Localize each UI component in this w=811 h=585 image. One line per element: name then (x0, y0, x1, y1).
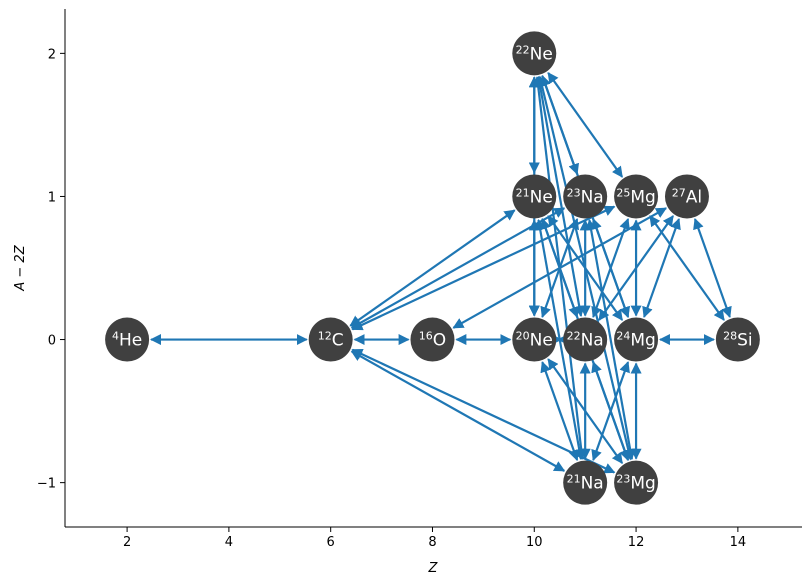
y-tick-label: 2 (48, 47, 56, 62)
node (664, 174, 709, 219)
x-axis-label: Z (428, 561, 439, 576)
node-element: C (332, 331, 344, 351)
node (614, 317, 659, 362)
node-mass: 12 (318, 330, 332, 343)
node-element: Ne (530, 187, 553, 207)
y-axis-label: A − 2Z (13, 244, 28, 291)
node-label: 12C (318, 330, 344, 351)
node (410, 317, 455, 362)
node (563, 460, 608, 505)
node-label: 24Mg (616, 330, 655, 351)
node-element: Mg (630, 187, 655, 207)
node-label: 23Mg (616, 473, 655, 494)
edges (149, 72, 732, 474)
node-element: Na (581, 187, 604, 207)
node-mass: 20 (516, 330, 530, 343)
node-label: 28Si (723, 330, 753, 351)
node-label: 21Ne (516, 186, 553, 207)
x-tick-label: 8 (428, 535, 436, 550)
node-mass: 28 (723, 330, 737, 343)
node (512, 317, 557, 362)
node-label: 22Na (567, 330, 604, 351)
node-mass: 16 (419, 330, 433, 343)
node-mass: 25 (616, 186, 630, 199)
node-mass: 21 (567, 473, 581, 486)
node-label: 16O (419, 330, 446, 351)
node (614, 460, 659, 505)
node-mass: 27 (672, 186, 686, 199)
node-label: 23Na (567, 186, 604, 207)
node-element: Al (686, 187, 702, 207)
x-tick-label: 2 (123, 535, 131, 550)
node (715, 317, 760, 362)
node-element: Ne (530, 44, 553, 64)
edge (532, 76, 587, 460)
node-element: Si (737, 331, 753, 351)
node (563, 317, 608, 362)
node (512, 31, 557, 76)
x-tick-label: 6 (327, 535, 335, 550)
edge (649, 215, 725, 321)
node-mass: 23 (567, 186, 581, 199)
x-tick-label: 10 (526, 535, 543, 550)
node (308, 317, 353, 362)
node-element: Mg (630, 474, 655, 494)
node (614, 174, 659, 219)
node-mass: 23 (616, 473, 630, 486)
node-mass: 4 (112, 330, 119, 343)
node-element: O (433, 331, 446, 351)
node-element: Na (581, 331, 604, 351)
node-mass: 22 (567, 330, 581, 343)
node-label: 21Na (567, 473, 604, 494)
node-element: Na (581, 474, 604, 494)
node-element: Ne (530, 331, 553, 351)
x-tick-label: 4 (225, 535, 233, 550)
node-element: Mg (630, 331, 655, 351)
node-mass: 24 (616, 330, 630, 343)
node (563, 174, 608, 219)
node-label: 22Ne (516, 43, 553, 64)
node (512, 174, 557, 219)
node-mass: 21 (516, 186, 530, 199)
node (105, 317, 150, 362)
y-tick-label: −1 (37, 477, 56, 492)
x-tick-label: 14 (730, 535, 747, 550)
node-label: 4He (112, 330, 142, 351)
edge (536, 75, 634, 461)
x-tick-label: 12 (628, 535, 645, 550)
node-label: 27Al (672, 186, 702, 207)
node-mass: 22 (516, 43, 530, 56)
y-tick-label: 0 (48, 334, 56, 349)
node-label: 20Ne (516, 330, 553, 351)
edge (350, 207, 566, 329)
node-label: 25Mg (616, 186, 655, 207)
y-tick-label: 1 (48, 190, 56, 205)
edge (350, 350, 566, 472)
node-element: He (119, 331, 142, 351)
